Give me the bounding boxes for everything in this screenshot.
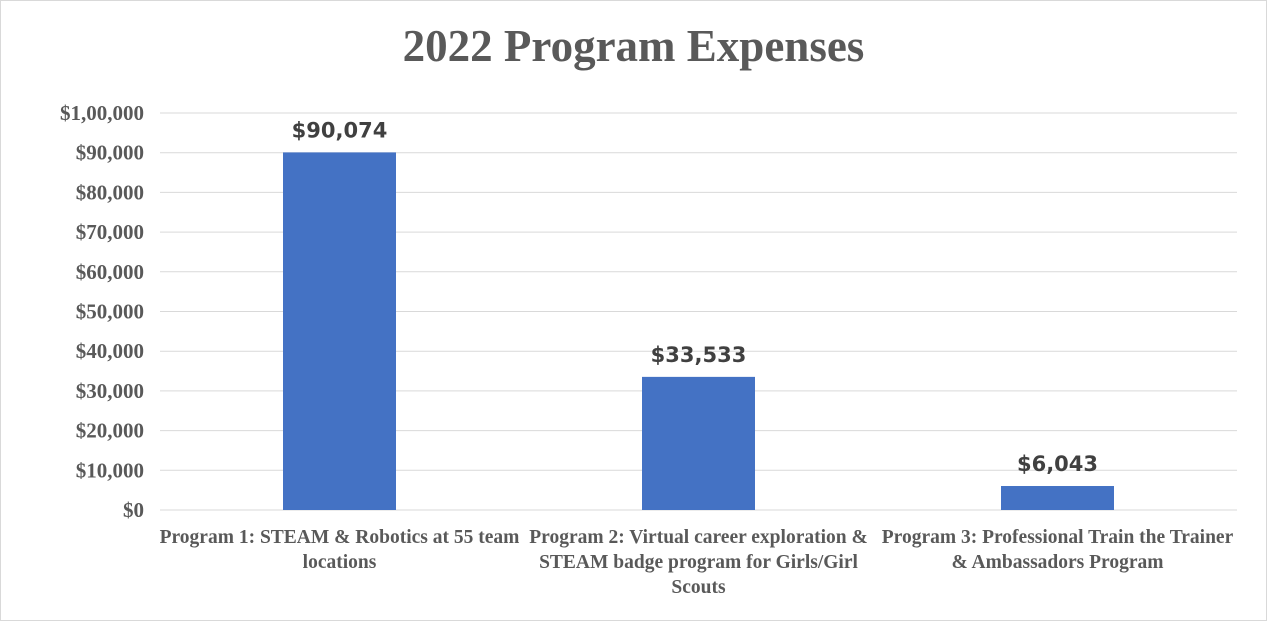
- y-tick-label: $50,000: [76, 300, 144, 324]
- bar-1: [283, 152, 396, 510]
- y-tick-label: $30,000: [76, 379, 144, 403]
- chart-title: 2022 Program Expenses: [402, 21, 865, 71]
- y-tick-label: $0: [123, 498, 144, 522]
- y-tick-label: $10,000: [76, 458, 144, 482]
- y-tick-label: $60,000: [76, 260, 144, 284]
- data-label-2: $33,533: [651, 343, 747, 367]
- y-tick-label: $40,000: [76, 339, 144, 363]
- bar-2: [642, 376, 755, 510]
- data-label-1: $90,074: [292, 118, 388, 142]
- y-tick-label: $80,000: [76, 180, 144, 204]
- data-labels: $90,074 $33,533 $6,043: [292, 118, 1098, 476]
- data-label-3: $6,043: [1017, 452, 1098, 476]
- x-category-label-1: Program 1: STEAM & Robotics at 55 team l…: [159, 527, 520, 573]
- x-category-label-3: Program 3: Professional Train the Traine…: [881, 527, 1234, 573]
- y-tick-label: $1,00,000: [60, 101, 144, 125]
- bars: [283, 152, 1114, 510]
- y-tick-label: $70,000: [76, 220, 144, 244]
- y-tick-label: $20,000: [76, 419, 144, 443]
- x-category-label-2: Program 2: Virtual career exploration & …: [529, 527, 868, 598]
- y-tick-label: $90,000: [76, 141, 144, 165]
- bar-3: [1001, 486, 1114, 510]
- y-axis-tick-labels: $0 $10,000 $20,000 $30,000 $40,000 $50,000 $60…: [60, 101, 144, 522]
